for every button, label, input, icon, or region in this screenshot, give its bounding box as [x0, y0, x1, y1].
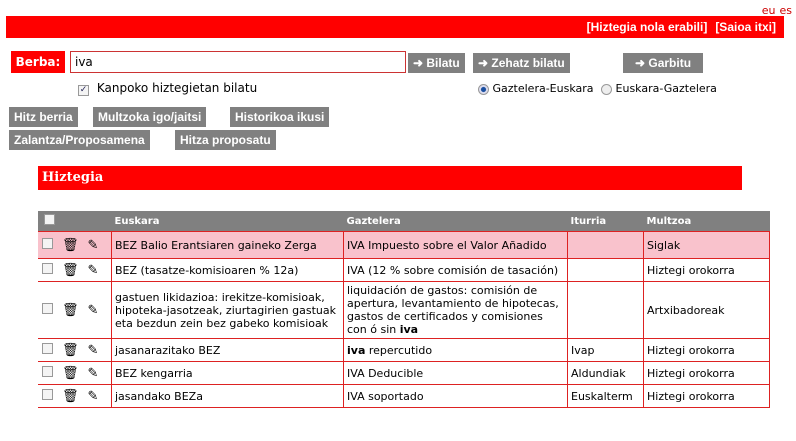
clear-button[interactable]: ➜ Garbitu [623, 53, 703, 73]
cell-euskara: BEZ kengarria [111, 361, 344, 385]
table-row: 🗑 ✎ BEZ kengarria IVA Deducible Aldundiak Hiz… [38, 361, 770, 385]
cell-multzoa: Siglak [643, 231, 770, 259]
new-word-button[interactable]: Hitz berria [9, 107, 78, 127]
language-switch: eu es [758, 4, 792, 17]
trash-icon[interactable]: 🗑 [62, 343, 79, 359]
logout-link[interactable]: [Saioa itxi] [715, 20, 776, 34]
lang-es-link[interactable]: es [779, 4, 793, 17]
cell-multzoa: Hiztegi orokorra [643, 258, 770, 282]
cell-multzoa: Hiztegi orokorra [643, 384, 770, 408]
edit-icon[interactable]: ✎ [87, 343, 99, 359]
table-row: 🗑 ✎ gastuen likidazioa: irekitze-komisioak… [38, 281, 770, 339]
header-multzoa[interactable]: Multzoa [643, 211, 770, 232]
cell-text: repercutido [365, 343, 433, 357]
direction-radios: Gaztelera-Euskara Euskara-Gaztelera [478, 82, 717, 95]
edit-icon[interactable]: ✎ [87, 238, 99, 254]
table-row: 🗑 ✎ jasanarazitako BEZ iva repercutido Ivap H… [38, 338, 770, 362]
edit-icon[interactable]: ✎ [87, 366, 99, 382]
cell-gaztelera: IVA Impuesto sobre el Valor Añadido [343, 231, 568, 259]
table-row: 🗑 ✎ jasandako BEZa IVA soportado Euskalterm H… [38, 384, 770, 408]
cell-euskara: gastuen likidazioa: irekitze-komisioak, … [111, 281, 344, 339]
header-iturria[interactable]: Iturria [567, 211, 644, 232]
row-checkbox[interactable] [42, 237, 53, 249]
cell-gaztelera: IVA Deducible [343, 361, 568, 385]
row-checkbox[interactable] [42, 302, 53, 314]
trash-icon[interactable]: 🗑 [62, 238, 79, 254]
row-checkbox[interactable] [42, 388, 53, 400]
header-euskara[interactable]: Euskara [111, 211, 344, 232]
select-all-checkbox[interactable] [44, 214, 55, 225]
cell-multzoa: Hiztegi orokorra [643, 361, 770, 385]
section-title: Hiztegia [38, 166, 742, 190]
search-button[interactable]: ➜ Bilatu [408, 53, 465, 73]
cell-iturria [567, 258, 644, 282]
cell-gaztelera: IVA soportado [343, 384, 568, 408]
external-label: Kanpoko hiztegietan bilatu [96, 81, 258, 95]
table-row: 🗑 ✎ BEZ (tasatze-komisioaren % 12a) IVA (12… [38, 258, 770, 282]
cell-iturria: Euskalterm [567, 384, 644, 408]
cell-iturria: Ivap [567, 338, 644, 362]
help-link[interactable]: [Hiztegia nola erabili] [586, 20, 708, 34]
table-row: 🗑 ✎ BEZ Balio Erantsiaren gaineko Zerga IVA… [38, 231, 770, 259]
cell-euskara: jasanarazitako BEZ [111, 338, 344, 362]
exact-search-button[interactable]: ➜ Zehatz bilatu [473, 53, 570, 73]
results-table: Euskara Gaztelera Iturria Multzoa 🗑 ✎ BEZ … [38, 211, 770, 408]
external-checkbox[interactable]: ✓ [78, 85, 89, 96]
cell-iturria [567, 281, 644, 339]
cell-multzoa: Hiztegi orokorra [643, 338, 770, 362]
header-gaztelera[interactable]: Gaztelera [343, 211, 568, 232]
external-option[interactable]: ✓ Kanpoko hiztegietan bilatu [78, 81, 257, 96]
propose-word-button[interactable]: Hitza proposatu [175, 130, 276, 150]
cell-euskara: jasandako BEZa [111, 384, 344, 408]
cell-multzoa: Artxibadoreak [643, 281, 770, 339]
row-checkbox[interactable] [42, 262, 53, 274]
top-bar: [Hiztegia nola erabili] [Saioa itxi] [6, 16, 784, 38]
group-move-button[interactable]: Multzoka igo/jaitsi [93, 107, 207, 127]
row-checkbox[interactable] [42, 365, 53, 377]
cell-text: IVA (12 % sobre comisión de tasación) [347, 263, 559, 277]
radio-es-eu[interactable] [478, 83, 489, 95]
history-button[interactable]: Historikoa ikusi [230, 107, 330, 127]
cell-iturria [567, 231, 644, 259]
cell-text: IVA Impuesto sobre el Valor Añadido [347, 238, 547, 252]
search-input[interactable] [70, 51, 406, 73]
edit-icon[interactable]: ✎ [87, 389, 99, 405]
radio-eu-es[interactable] [601, 83, 613, 95]
cell-euskara: BEZ (tasatze-komisioaren % 12a) [111, 258, 344, 282]
cell-gaztelera: liquidación de gastos: comisión de apert… [343, 281, 568, 339]
match-highlight: iva [399, 323, 419, 336]
cell-gaztelera: IVA (12 % sobre comisión de tasación) [343, 258, 568, 282]
radio-eu-es-label: Euskara-Gaztelera [615, 82, 717, 95]
edit-icon[interactable]: ✎ [87, 263, 99, 279]
cell-text: IVA Deducible [347, 366, 424, 380]
exact-search-label: Zehatz bilatu [491, 56, 565, 70]
table-header: Euskara Gaztelera Iturria Multzoa [38, 211, 770, 232]
radio-es-eu-label: Gaztelera-Euskara [492, 82, 594, 95]
lang-eu-link[interactable]: eu [761, 4, 776, 17]
clear-label: Garbitu [648, 56, 692, 70]
trash-icon[interactable]: 🗑 [62, 263, 79, 279]
cell-euskara: BEZ Balio Erantsiaren gaineko Zerga [111, 231, 344, 259]
edit-icon[interactable]: ✎ [87, 303, 99, 319]
cell-iturria: Aldundiak [567, 361, 644, 385]
trash-icon[interactable]: 🗑 [62, 303, 79, 319]
row-checkbox[interactable] [42, 342, 53, 354]
cell-text: liquidación de gastos: comisión de apert… [347, 284, 559, 336]
cell-text: IVA soportado [347, 389, 424, 403]
trash-icon[interactable]: 🗑 [62, 366, 79, 382]
search-label: Berba: [11, 51, 65, 73]
doubt-proposal-button[interactable]: Zalantza/Proposamena [9, 130, 150, 150]
search-button-label: Bilatu [426, 56, 460, 70]
match-highlight: iva [347, 343, 366, 357]
trash-icon[interactable]: 🗑 [62, 389, 79, 405]
cell-gaztelera: iva repercutido [343, 338, 568, 362]
